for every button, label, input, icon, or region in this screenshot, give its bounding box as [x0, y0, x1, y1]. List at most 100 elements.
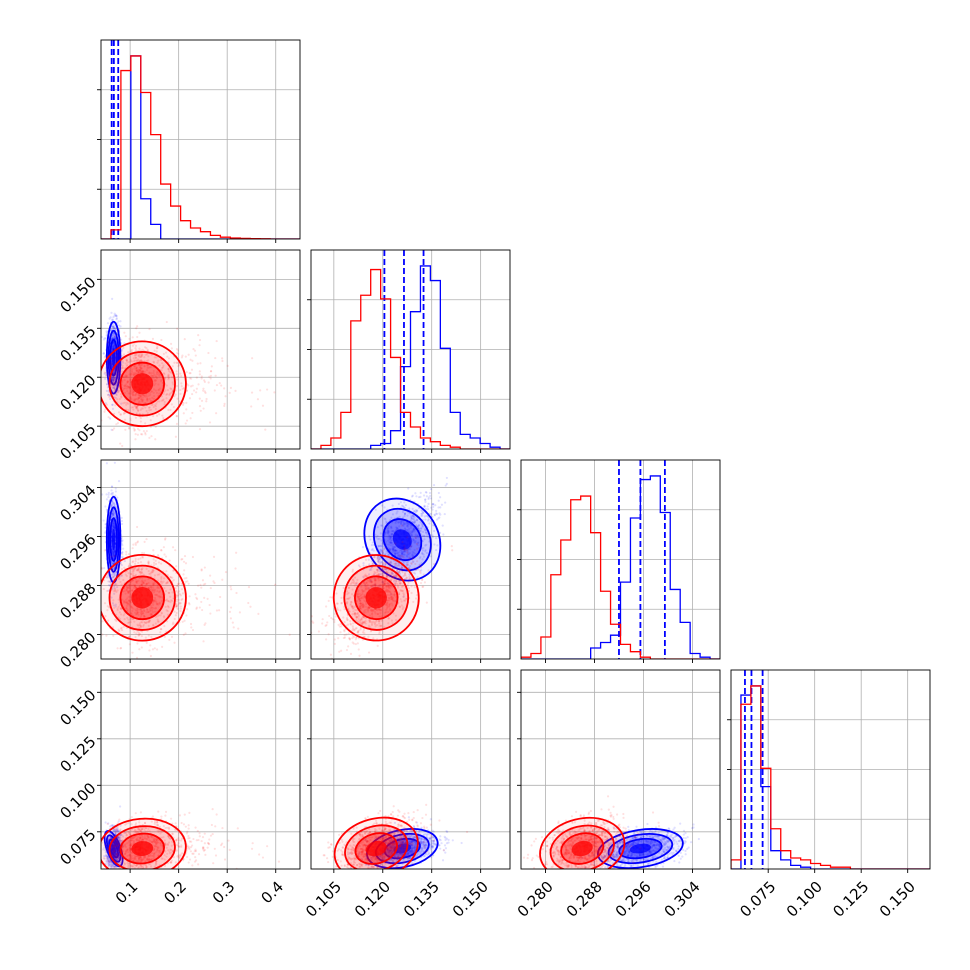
sample-point	[138, 363, 141, 367]
sample-point	[185, 576, 188, 580]
sample-point	[113, 526, 116, 529]
sample-point	[139, 560, 143, 564]
sample-point	[130, 406, 133, 409]
sample-point	[399, 549, 402, 552]
sample-point	[140, 621, 143, 624]
sample-point	[203, 566, 206, 569]
sample-point	[136, 609, 139, 612]
sample-point	[115, 583, 118, 586]
sample-point	[129, 397, 132, 401]
sample-point	[112, 372, 115, 375]
sample-point	[116, 389, 119, 392]
sample-point	[139, 625, 142, 629]
sample-point	[388, 561, 391, 565]
sample-point	[46, 379, 48, 381]
sample-point	[398, 554, 401, 557]
sample-point	[400, 566, 403, 569]
sample-point	[114, 384, 118, 387]
panel-frame	[100, 459, 301, 660]
sample-point	[174, 435, 177, 438]
sample-point	[416, 543, 419, 547]
sample-point	[139, 420, 142, 423]
sample-point	[155, 648, 159, 651]
sample-point	[124, 573, 127, 576]
sample-point	[148, 366, 152, 369]
sample-point	[123, 618, 126, 621]
sample-point	[151, 609, 154, 612]
sample-point	[110, 385, 113, 389]
sample-point	[111, 297, 114, 300]
sample-point	[414, 533, 417, 536]
sample-point	[121, 381, 124, 384]
sample-point	[419, 491, 422, 494]
sample-point	[79, 616, 81, 618]
sample-point	[353, 612, 356, 616]
sample-point	[364, 584, 367, 587]
sample-point	[161, 581, 164, 584]
sample-point	[121, 366, 124, 370]
sample-point	[127, 591, 130, 594]
sample-point	[126, 380, 129, 383]
sample-point	[156, 400, 159, 403]
sample-point	[107, 493, 110, 496]
sample-point	[101, 620, 104, 623]
sample-point	[129, 396, 132, 399]
sample-point	[133, 404, 136, 408]
sample-point	[109, 381, 113, 384]
sample-point	[388, 534, 391, 538]
sample-point	[104, 523, 107, 526]
sample-point	[142, 573, 145, 576]
sample-point	[118, 576, 121, 579]
sample-point	[112, 376, 115, 379]
sample-point	[203, 379, 206, 382]
sample-point	[104, 377, 107, 381]
sample-point	[130, 374, 133, 377]
sample-point	[435, 518, 439, 521]
sample-point	[411, 558, 414, 561]
sample-point	[423, 515, 426, 518]
sample-point	[157, 388, 160, 392]
sample-point	[179, 594, 182, 597]
sample-point	[409, 531, 412, 534]
sample-point	[346, 600, 349, 604]
sample-point	[411, 507, 414, 511]
sample-point	[234, 567, 237, 570]
sample-point	[113, 376, 117, 379]
sample-point	[138, 370, 141, 373]
sample-point	[112, 334, 115, 337]
sample-point	[194, 354, 197, 357]
sample-point	[113, 314, 116, 317]
sample-point	[102, 352, 105, 355]
sample-point	[378, 537, 381, 540]
sample-point	[191, 384, 194, 387]
sample-point	[213, 389, 216, 392]
sample-point	[127, 586, 131, 589]
sample-point	[156, 573, 159, 576]
sample-point	[415, 523, 418, 527]
sample-point	[358, 599, 361, 602]
sample-point	[421, 534, 424, 537]
sample-point	[110, 502, 114, 505]
sample-point	[444, 484, 447, 487]
sample-point	[398, 525, 401, 528]
sample-point	[128, 587, 132, 590]
sample-point	[114, 313, 117, 316]
sample-point	[415, 495, 418, 498]
sample-point	[367, 606, 370, 609]
sample-point	[112, 599, 115, 602]
sample-point	[441, 524, 444, 527]
sample-point	[146, 366, 149, 370]
sample-point	[111, 376, 114, 380]
sample-point	[150, 400, 153, 403]
sample-point	[113, 333, 116, 336]
sample-point	[112, 525, 116, 528]
sample-point	[132, 399, 135, 402]
sample-point	[177, 582, 180, 585]
sample-point	[123, 612, 126, 615]
sample-point	[152, 388, 156, 391]
sample-point	[113, 334, 116, 337]
sample-point	[143, 552, 146, 555]
sample-point	[351, 634, 355, 637]
sample-point	[381, 573, 384, 576]
